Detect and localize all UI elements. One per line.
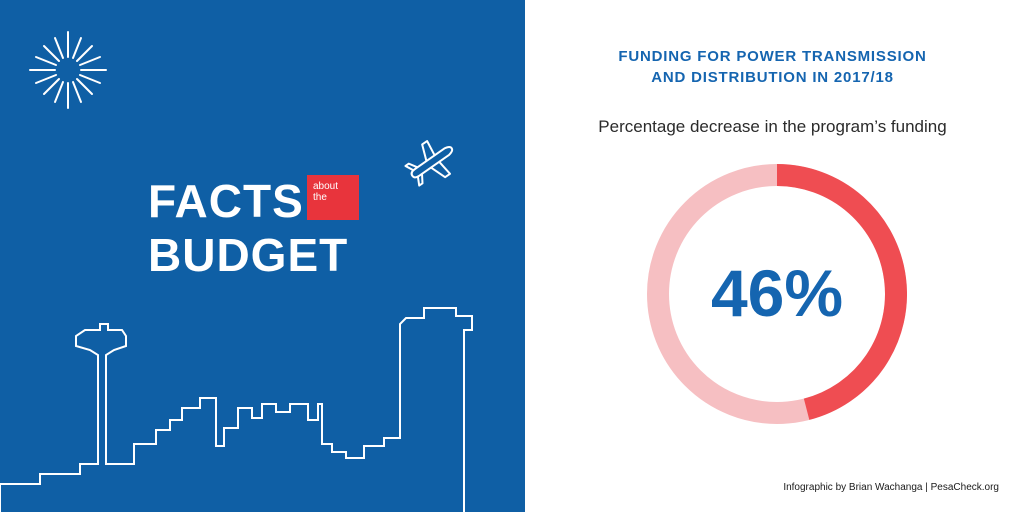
- chart-title: FUNDING FOR POWER TRANSMISSION AND DISTR…: [560, 46, 985, 88]
- city-skyline-icon: [0, 307, 473, 512]
- budget-banner: FACTS about the BUDGET: [0, 0, 525, 512]
- sunburst-icon: [29, 31, 107, 109]
- chart-title-line-2: AND DISTRIBUTION IN 2017/18: [651, 69, 894, 86]
- skyline-illustration: [0, 31, 473, 512]
- budget-heading: BUDGET: [148, 229, 349, 281]
- facts-heading: FACTS: [148, 175, 304, 227]
- about-text: about: [313, 181, 339, 192]
- donut-chart: 46%: [647, 164, 907, 424]
- chart-title-line-1: FUNDING FOR POWER TRANSMISSION: [618, 48, 927, 65]
- chart-subtitle: Percentage decrease in the program’s fun…: [598, 117, 947, 136]
- airplane-icon: [404, 140, 454, 187]
- infographic-credit: Infographic by Brian Wachanga | PesaChec…: [783, 482, 999, 493]
- the-text: the: [313, 192, 327, 203]
- about-the-badge: about the: [307, 175, 359, 220]
- donut-value-arc: [776, 164, 907, 420]
- donut-center-label: 46%: [711, 256, 843, 330]
